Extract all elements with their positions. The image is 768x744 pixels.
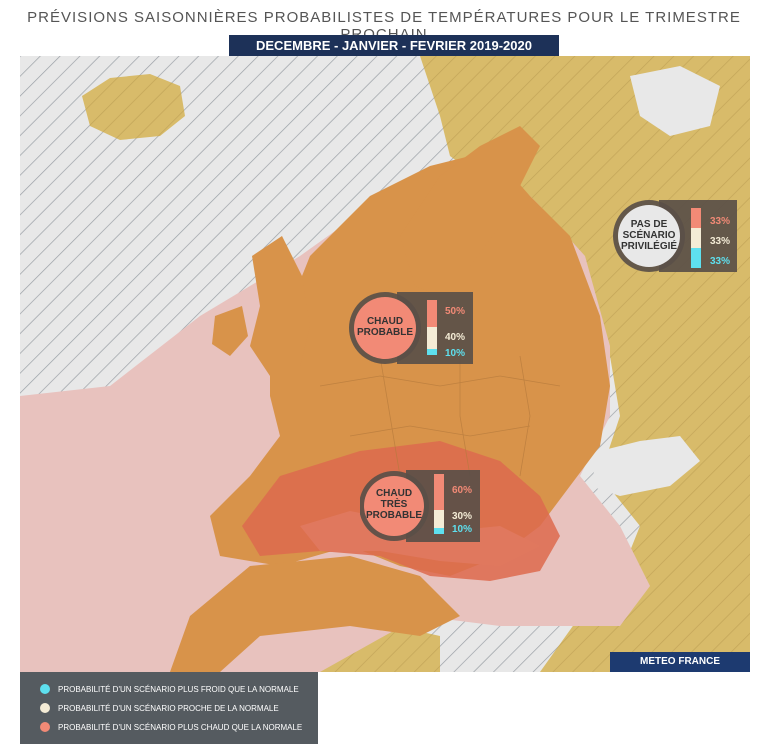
badge-chaud-probable-bg: [349, 292, 473, 364]
badge-neutre-normal-pct: 33%: [710, 236, 731, 247]
period-banner: DECEMBRE - JANVIER - FEVRIER 2019-2020: [229, 35, 559, 56]
legend-item-normal: PROBABILITÉ D'UN SCÉNARIO PROCHE DE LA N…: [40, 703, 279, 713]
badge-chaud-tres-probable: CHAUD TRÈS PROBABLE 60% 30% 10%: [360, 470, 480, 542]
badge-chaud-line1: CHAUD: [366, 316, 404, 327]
badge-chaud-line2: PROBABLE: [356, 327, 414, 338]
badge-pas-de-scenario: PAS DE SCÉNARIO PRIVILÉGIÉ 33% 33% 33%: [613, 200, 737, 272]
iceland: [82, 74, 185, 140]
legend-warm-label: PROBABILITÉ D'UN SCÉNARIO PLUS CHAUD QUE…: [58, 722, 303, 732]
warm-dot-icon: [40, 722, 50, 732]
north-africa-warm: [170, 556, 460, 672]
badge-neutre-bg: [613, 200, 737, 272]
badge-chaud-normal-pct: 40%: [445, 332, 466, 343]
badge-neutre-line3: PRIVILÉGIÉ: [620, 241, 678, 252]
badge-chaud-probable: CHAUD PROBABLE 50% 40% 10%: [347, 292, 473, 364]
legend-item-cold: PROBABILITÉ D'UN SCÉNARIO PLUS FROID QUE…: [40, 684, 299, 694]
badge-neutre-line2: SCÉNARIO: [622, 230, 676, 241]
cold-dot-icon: [40, 684, 50, 694]
europe-forecast-map: [20, 56, 750, 672]
legend-item-warm: PROBABILITÉ D'UN SCÉNARIO PLUS CHAUD QUE…: [40, 722, 302, 732]
legend-normal-label: PROBABILITÉ D'UN SCÉNARIO PROCHE DE LA N…: [58, 703, 279, 713]
legend-panel: PROBABILITÉ D'UN SCÉNARIO PLUS FROID QUE…: [20, 672, 318, 744]
badge-chaud-warm-pct: 50%: [445, 306, 466, 317]
ireland: [212, 306, 248, 356]
badge-tres-line1: CHAUD: [375, 488, 413, 499]
scandinavia: [400, 126, 540, 296]
badge-tres-line2: TRÈS: [380, 499, 408, 510]
badge-tres-cold-pct: 10%: [452, 524, 473, 535]
badge-tres-warm-pct: 60%: [452, 485, 473, 496]
normal-dot-icon: [40, 703, 50, 713]
badge-neutre-cold-pct: 33%: [710, 256, 731, 267]
legend-cold-label: PROBABILITÉ D'UN SCÉNARIO PLUS FROID QUE…: [58, 684, 299, 694]
uk: [250, 236, 310, 376]
badge-neutre-warm-pct: 33%: [710, 216, 731, 227]
country-borders: [319, 355, 561, 477]
black-sea: [590, 436, 700, 496]
meteo-france-logo: METEO FRANCE: [610, 652, 750, 672]
badge-neutre-line1: PAS DE: [630, 219, 668, 230]
badge-tres-line3: PROBABLE: [365, 510, 423, 521]
badge-tres-normal-pct: 30%: [452, 511, 473, 522]
northern-sea: [630, 66, 720, 136]
badge-tres-probable-bg: [360, 470, 480, 542]
badge-chaud-cold-pct: 10%: [445, 348, 466, 359]
